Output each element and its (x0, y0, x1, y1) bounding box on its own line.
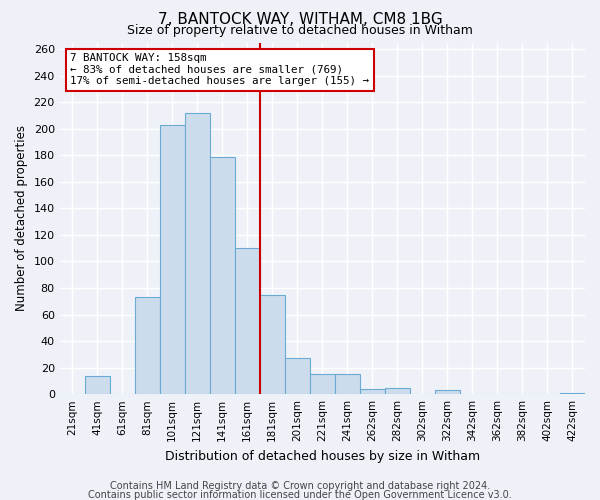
Text: Size of property relative to detached houses in Witham: Size of property relative to detached ho… (127, 24, 473, 37)
Text: 7 BANTOCK WAY: 158sqm
← 83% of detached houses are smaller (769)
17% of semi-det: 7 BANTOCK WAY: 158sqm ← 83% of detached … (70, 53, 369, 86)
Text: Contains public sector information licensed under the Open Government Licence v3: Contains public sector information licen… (88, 490, 512, 500)
Bar (210, 156, 235, 394)
Bar (85, 376, 110, 394)
Bar (360, 389, 385, 394)
Y-axis label: Number of detached properties: Number of detached properties (15, 126, 28, 312)
Text: 7, BANTOCK WAY, WITHAM, CM8 1BG: 7, BANTOCK WAY, WITHAM, CM8 1BG (158, 12, 442, 28)
Bar (310, 374, 335, 394)
Text: Contains HM Land Registry data © Crown copyright and database right 2024.: Contains HM Land Registry data © Crown c… (110, 481, 490, 491)
Bar (160, 125, 185, 394)
Bar (385, 388, 410, 394)
Bar (435, 390, 460, 394)
Bar (235, 248, 260, 394)
Bar (185, 113, 210, 394)
Bar (260, 294, 285, 394)
Bar (560, 393, 585, 394)
Bar (335, 374, 360, 394)
Bar (135, 298, 160, 394)
X-axis label: Distribution of detached houses by size in Witham: Distribution of detached houses by size … (165, 450, 480, 462)
Bar (285, 358, 310, 394)
